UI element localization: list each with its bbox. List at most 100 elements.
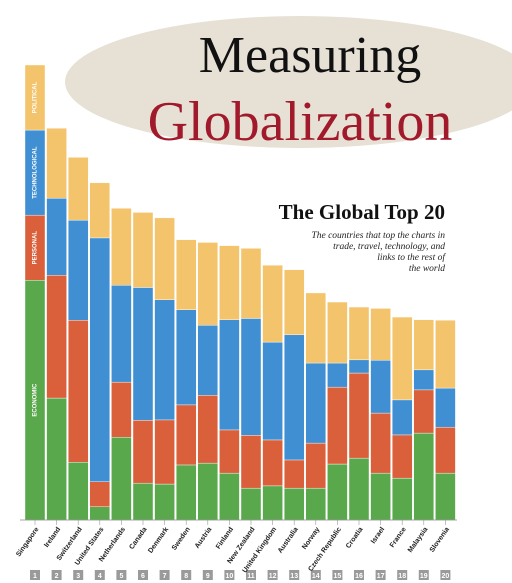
bar-segment [132,287,154,421]
bar-segment [435,320,456,389]
rank-label: 2 [55,573,59,580]
rank-label: 17 [377,573,385,580]
bar-segment [46,198,67,276]
bar-segment [111,436,132,521]
rank-label: 20 [442,573,450,580]
description-line: The countries that top the charts in [311,231,445,241]
bar-segment [219,319,240,431]
rank-label: 7 [163,573,167,580]
rank-box [181,570,192,580]
x-tick-label: Sweden [171,526,192,552]
bar-segment [435,387,456,428]
rank-label: 1 [33,573,37,580]
bar-segment [46,397,67,521]
bar-segment [327,386,348,465]
description: The countries that top the charts intrad… [311,231,446,274]
subtitle: The Global Top 20 [279,200,445,224]
title-backdrop [65,16,512,148]
bar-segment [89,182,111,239]
plot: ECONOMIC PERSONAL TECHNOLOGICAL POLITICAL Si… [15,64,457,580]
rank-label: 13 [290,573,298,580]
bar-segment [305,487,326,521]
chart-title: Globalization [148,91,453,153]
bar-segment [370,308,391,361]
bar-segment [348,306,370,361]
x-tick-label: Austria [194,526,214,550]
bar-segment [392,434,413,479]
x-tick-label: Finland [215,526,235,550]
bar-segment [24,64,46,131]
bar-segment [240,248,262,319]
bar-segment [262,265,283,343]
bar-segment [89,481,111,508]
bar-segment [262,439,283,487]
rank-box [289,570,300,580]
bar-segment [392,399,413,436]
x-tick-label: France [389,526,408,549]
rank-box [440,570,451,580]
bar-segment [348,359,370,374]
bar-segment [89,237,111,482]
bar-segment [327,301,348,364]
bar-segment [284,459,305,489]
bar-segment [175,239,197,310]
legend-label: TECHNOLOGICAL [33,146,39,199]
bar-segment [262,485,283,521]
bar-segment [67,320,89,463]
rank-label: 14 [312,573,320,580]
rank-label: 4 [98,573,102,580]
bar-segment [111,208,132,286]
bar-segment [154,419,175,485]
bar-segment [305,442,326,489]
bar-segment [46,275,67,399]
rank-box [116,570,127,580]
rank-box [267,570,278,580]
bar-segment [327,362,348,388]
bar-segment [392,477,413,521]
bar-segment [219,472,240,521]
rank-box [375,570,386,580]
rank-box [332,570,343,580]
x-tick-label: Ireland [43,526,62,549]
bar-segment [262,341,283,441]
bar-segment [327,463,348,521]
chart-title: Measuring [199,27,421,84]
bar-segment [154,483,175,521]
bar-segment [435,472,456,521]
bar-segment [240,435,262,489]
rank-label: 16 [355,573,363,580]
bar-segment [219,429,240,474]
rank-box [246,570,256,580]
rank-label: 9 [206,573,210,580]
rank-box [73,570,84,580]
bar-segment [67,462,89,521]
bar-segment [111,381,132,438]
rank-label: 3 [76,573,80,580]
description-line: the world [409,264,445,274]
rank-label: 5 [119,573,123,580]
bar-segment [154,217,175,300]
bar-segment [370,472,391,521]
rank-box [30,570,40,580]
bar-segment [392,316,413,401]
bar-segment [370,360,391,414]
bar-segment [284,487,305,521]
rank-label: 19 [420,573,428,580]
bar-segment [132,212,154,288]
bar-segment [175,404,197,466]
rank-box [354,570,364,580]
rank-label: 18 [398,573,406,580]
bar-segment [305,292,326,364]
rank-label: 11 [247,573,255,580]
bar-segment [284,269,305,336]
bar-segment [348,457,370,521]
legend-label: ECONOMIC [33,383,39,417]
bar-segment [67,157,89,221]
bar-segment [67,219,89,321]
x-tick-label: Israel [370,526,386,545]
x-tick-label: Malaysia [407,526,430,554]
rank-box [94,570,105,580]
rank-label: 6 [141,573,145,580]
x-tick-label: Singapore [15,526,40,558]
